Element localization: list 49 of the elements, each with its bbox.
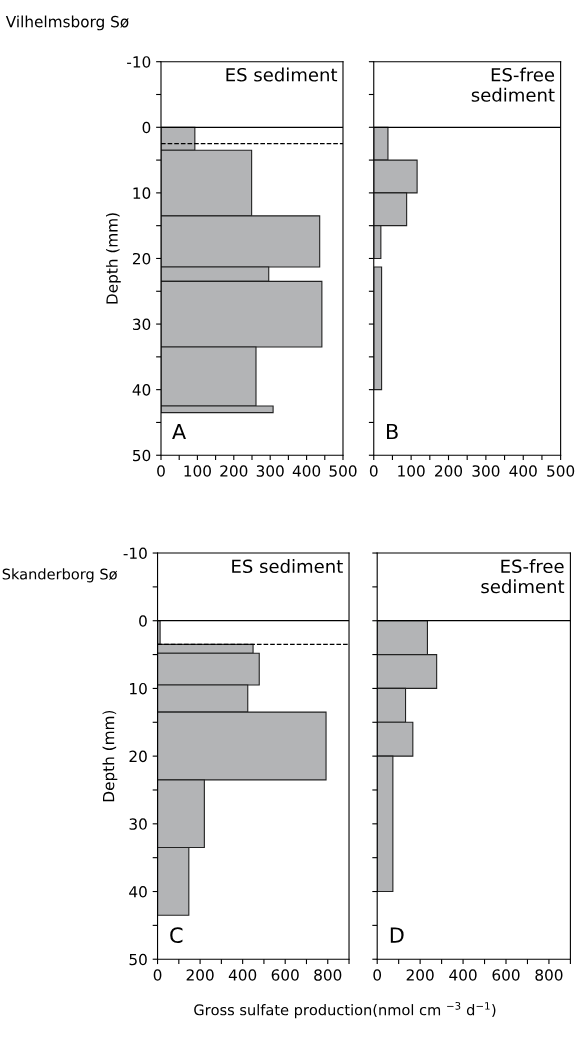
x-tick-label: 0 <box>157 465 165 477</box>
y-axis-title: Depth (mm) <box>102 710 118 802</box>
y-tick-label: 20 <box>132 252 151 265</box>
x-tick-label: 400 <box>509 465 537 477</box>
x-tick-label: 800 <box>314 969 342 981</box>
x-tick-label: 400 <box>449 969 477 981</box>
annotation: ES sediment <box>232 559 343 574</box>
x-tick-label: 500 <box>547 465 575 477</box>
y-tick-label: 0 <box>139 615 147 627</box>
text: Skanderborg Sø <box>2 568 118 583</box>
y-tick-label: 20 <box>129 750 147 763</box>
x-tick-label: 100 <box>184 465 211 477</box>
x-tick-label: 0 <box>373 969 382 981</box>
y-tick-label: 30 <box>133 318 151 331</box>
x-tick-label: 200 <box>406 969 434 981</box>
x-tick-label: 600 <box>492 969 520 981</box>
y-tick-label: 30 <box>129 818 147 830</box>
annotation: B <box>387 423 398 440</box>
y-tick-label: 10 <box>130 682 147 695</box>
y-tick-label: 10 <box>133 187 151 199</box>
x-tick-label: 0 <box>153 969 162 981</box>
x-tick-label: 300 <box>256 465 284 477</box>
x-tick-label: 200 <box>435 465 463 477</box>
annotation: ES-free sediment <box>481 559 565 594</box>
y-tick-label: -10 <box>123 547 147 560</box>
annotation: D <box>390 927 404 943</box>
x-tick-label: 600 <box>271 969 299 981</box>
x-tick-label: 200 <box>220 465 248 477</box>
annotation: C <box>170 927 183 943</box>
x-tick-label: 300 <box>472 465 500 477</box>
x-tick-label: 500 <box>329 465 357 477</box>
y-tick-label: 50 <box>129 953 147 966</box>
x-axis-title: Gross sulfate production(nmol cm $^{−3}$ d$^{−1}$) <box>194 1002 496 1019</box>
annotation: ES sediment <box>226 67 338 82</box>
y-tick-label: 50 <box>133 449 151 462</box>
y-tick-label: 40 <box>132 384 151 396</box>
x-tick-label: 100 <box>398 465 425 477</box>
x-tick-label: 0 <box>369 465 378 477</box>
x-tick-label: 400 <box>228 969 257 981</box>
y-tick-label: -10 <box>127 56 151 68</box>
y-tick-label: 40 <box>129 885 147 898</box>
y-tick-label: 0 <box>142 121 151 134</box>
x-tick-label: 200 <box>186 969 214 981</box>
x-tick-label: 400 <box>292 465 321 477</box>
chart-title: Vilhelmsborg Sø <box>5 15 129 31</box>
annotation: ES-free sediment <box>471 67 555 102</box>
x-tick-label: 800 <box>535 969 563 981</box>
annotation: A <box>172 423 186 440</box>
y-axis-title: Depth (mm) <box>105 213 121 304</box>
